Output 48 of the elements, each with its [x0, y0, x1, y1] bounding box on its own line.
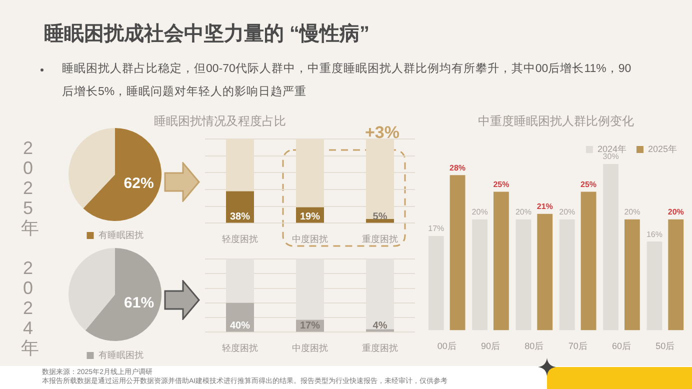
- bar: [580, 192, 596, 330]
- data-label: 20%: [515, 208, 532, 217]
- text: 睡眠困扰人群占比稳定，但00-70代际人群中，中重度睡眠困扰人群比例均有所攀升，其中00后增长11%，90后增长5%，睡眠问题对年轻人的影响日趋严重: [62, 62, 632, 100]
- data-label: 25%: [493, 180, 510, 189]
- x-tick-label: 70后: [568, 341, 588, 352]
- data-label: 20%: [559, 208, 576, 217]
- data-label: 20%: [668, 208, 684, 217]
- data-label: 40%: [230, 320, 250, 332]
- x-tick-label: 中度困扰: [292, 343, 328, 354]
- x-tick-label: 重度困扰: [362, 234, 398, 244]
- x-tick-label: 00后: [437, 341, 456, 352]
- data-label: 30%: [602, 152, 619, 162]
- text: 2024年: [21, 258, 39, 358]
- data-label: 4%: [372, 320, 388, 332]
- x-tick-label: 80后: [524, 341, 544, 352]
- data-label: 38%: [230, 211, 250, 222]
- data-label: 62%: [124, 175, 154, 192]
- text: 睡眠困扰成社会中坚力量的 “慢性病”: [44, 22, 370, 47]
- data-label: 61%: [124, 294, 154, 312]
- data-label: 25%: [580, 180, 597, 189]
- data-label: 28%: [450, 163, 466, 172]
- legend-label: 有睡眠困扰: [98, 230, 144, 240]
- bar: [624, 219, 640, 330]
- x-tick-label: 60后: [612, 341, 632, 352]
- x-tick-label: 50后: [656, 341, 675, 352]
- legend-label: 2025年: [648, 144, 678, 154]
- data-label: 16%: [646, 230, 662, 239]
- x-tick-label: 90后: [480, 341, 500, 352]
- data-label: 17%: [428, 224, 444, 234]
- legend-label: 2024年: [597, 144, 626, 154]
- bar: [668, 219, 684, 330]
- data-label: 17%: [300, 320, 320, 332]
- x-tick-label: 中度困扰: [292, 234, 328, 244]
- bar: [537, 214, 553, 330]
- chart-title: 睡眠困扰情况及程度占比: [153, 113, 287, 130]
- data-label: 19%: [300, 211, 320, 222]
- legend-label: 有睡眠困扰: [98, 350, 144, 360]
- x-tick-label: 轻度困扰: [222, 343, 258, 354]
- data-label: 20%: [472, 208, 488, 217]
- data-label: 20%: [624, 208, 640, 217]
- x-tick-label: 轻度困扰: [222, 234, 258, 244]
- chart-title: 中重度睡眠困扰人群比例变化: [477, 113, 635, 130]
- text: 2025年: [21, 138, 39, 238]
- annotation: +3%: [365, 123, 400, 143]
- data-label: 21%: [536, 202, 553, 212]
- bar: [450, 175, 466, 330]
- bar: [493, 192, 509, 330]
- x-tick-label: 重度困扰: [362, 343, 398, 354]
